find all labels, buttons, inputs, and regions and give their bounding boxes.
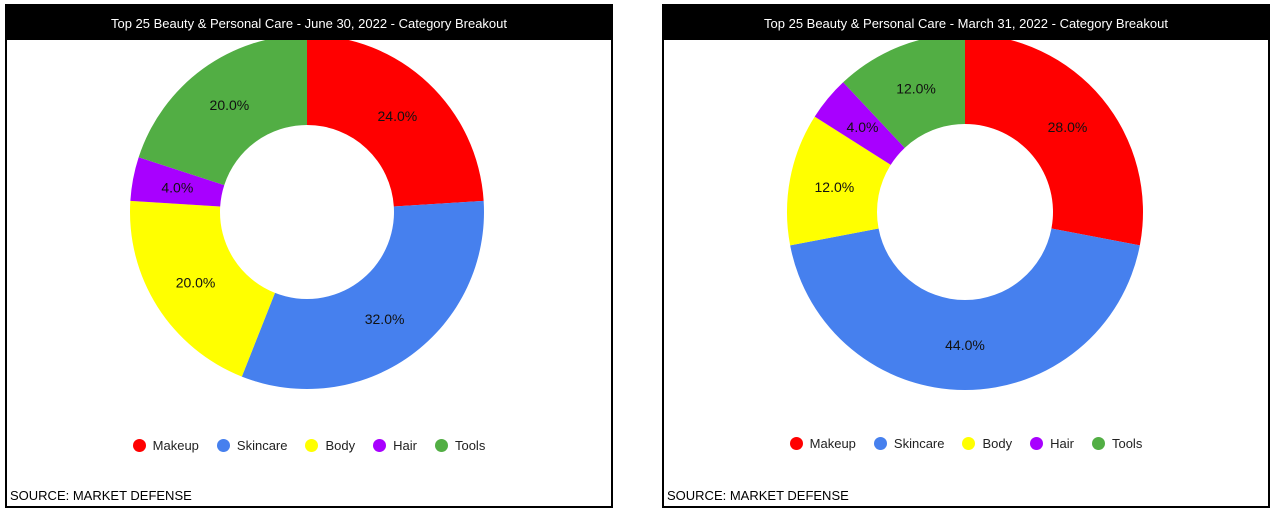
slice-label-hair: 4.0% bbox=[847, 119, 879, 135]
legend-item-tools[interactable]: Tools bbox=[1091, 436, 1143, 451]
slice-label-body: 12.0% bbox=[815, 179, 855, 195]
legend-item-hair[interactable]: Hair bbox=[1030, 436, 1074, 451]
legend-swatch-icon bbox=[434, 439, 448, 452]
legend-item-makeup[interactable]: Makeup bbox=[132, 438, 199, 453]
legend-label: Hair bbox=[393, 438, 417, 453]
slice-makeup bbox=[965, 40, 1143, 246]
slice-body bbox=[787, 116, 891, 246]
chart-legend: Makeup Skincare Body Hair Tools bbox=[7, 438, 611, 453]
slice-label-hair: 4.0% bbox=[161, 179, 193, 195]
slice-label-skincare: 44.0% bbox=[945, 337, 985, 353]
chart-panel-march: Top 25 Beauty & Personal Care - March 31… bbox=[662, 4, 1270, 508]
legend-swatch-icon bbox=[873, 437, 887, 450]
legend-item-hair[interactable]: Hair bbox=[373, 438, 417, 453]
legend-label: Skincare bbox=[236, 438, 288, 453]
legend-item-body[interactable]: Body bbox=[305, 438, 355, 453]
slice-hair bbox=[814, 82, 905, 165]
slice-label-skincare: 32.0% bbox=[365, 311, 405, 327]
chart-title: Top 25 Beauty & Personal Care - June 30,… bbox=[7, 6, 611, 40]
slice-hair bbox=[130, 157, 225, 207]
legend-label: Skincare bbox=[893, 436, 945, 451]
slice-body bbox=[129, 200, 275, 377]
legend-swatch-icon bbox=[132, 439, 146, 452]
slice-tools bbox=[843, 40, 965, 148]
legend-label: Hair bbox=[1050, 436, 1074, 451]
chart-legend: Makeup Skincare Body Hair Tools bbox=[664, 436, 1268, 451]
slice-tools bbox=[138, 40, 307, 186]
legend-item-makeup[interactable]: Makeup bbox=[789, 436, 856, 451]
legend-swatch-icon bbox=[962, 437, 976, 450]
legend-swatch-icon bbox=[1030, 437, 1044, 450]
legend-swatch-icon bbox=[373, 439, 387, 452]
slice-makeup bbox=[307, 40, 484, 207]
legend-label: Body bbox=[325, 438, 356, 453]
source-note: SOURCE: MARKET DEFENSE bbox=[10, 488, 192, 503]
slice-label-makeup: 24.0% bbox=[378, 108, 418, 124]
legend-label: Makeup bbox=[809, 436, 856, 451]
legend-item-tools[interactable]: Tools bbox=[434, 438, 486, 453]
slice-skincare bbox=[790, 228, 1140, 391]
legend-label: Makeup bbox=[152, 438, 199, 453]
legend-item-skincare[interactable]: Skincare bbox=[216, 438, 288, 453]
legend-item-body[interactable]: Body bbox=[962, 436, 1012, 451]
slice-label-makeup: 28.0% bbox=[1048, 119, 1088, 135]
slice-skincare bbox=[241, 200, 484, 389]
legend-swatch-icon bbox=[789, 437, 803, 450]
legend-swatch-icon bbox=[1091, 437, 1105, 450]
legend-swatch-icon bbox=[216, 439, 230, 452]
legend-label: Tools bbox=[454, 438, 486, 453]
slice-label-body: 20.0% bbox=[176, 275, 216, 291]
slice-label-tools: 20.0% bbox=[210, 97, 250, 113]
donut-chart-march: 28.0% 44.0% 12.0% 4.0% 12.0% bbox=[787, 40, 1143, 391]
chart-panel-june: Top 25 Beauty & Personal Care - June 30,… bbox=[5, 4, 613, 508]
legend-item-skincare[interactable]: Skincare bbox=[873, 436, 945, 451]
donut-chart-june: 24.0% 32.0% 20.0% 4.0% 20.0% bbox=[129, 40, 484, 389]
legend-label: Body bbox=[982, 436, 1013, 451]
chart-title: Top 25 Beauty & Personal Care - March 31… bbox=[664, 6, 1268, 40]
source-note: SOURCE: MARKET DEFENSE bbox=[667, 488, 849, 503]
legend-label: Tools bbox=[1111, 436, 1143, 451]
legend-swatch-icon bbox=[305, 439, 319, 452]
slice-label-tools: 12.0% bbox=[896, 80, 936, 96]
